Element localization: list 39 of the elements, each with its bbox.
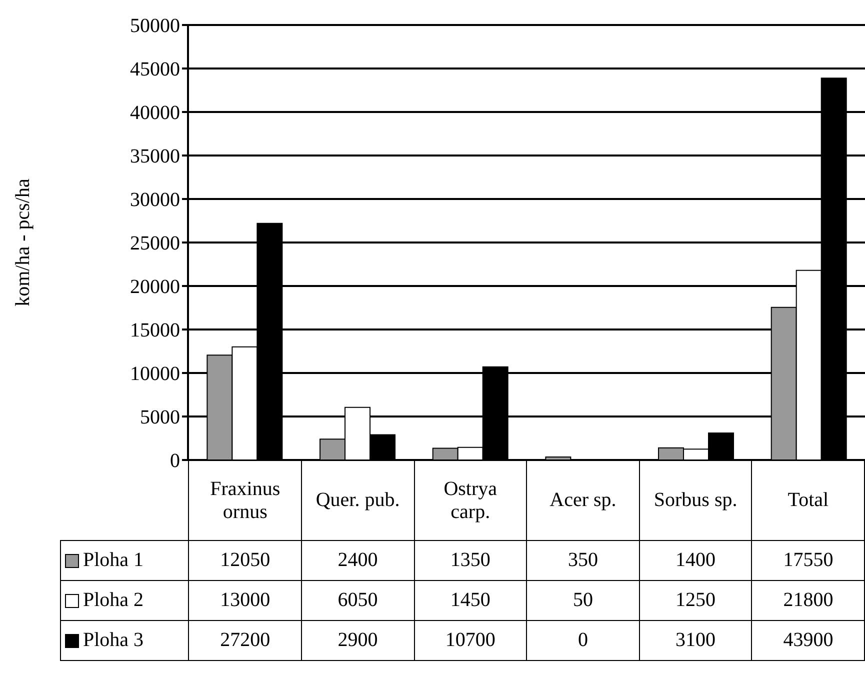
- data-label: 3100: [639, 620, 752, 660]
- y-tick-label: 20000: [130, 276, 180, 298]
- y-tick-label: 40000: [130, 102, 180, 124]
- data-label: 13000: [188, 580, 302, 620]
- y-tick-label: 25000: [130, 232, 180, 255]
- data-label: 12050: [188, 540, 302, 580]
- data-label: 17550: [752, 540, 864, 580]
- y-tick-label: 10000: [130, 363, 180, 386]
- legend-label: Ploha 2: [60, 580, 189, 620]
- data-label: 6050: [301, 580, 414, 620]
- x-tick-label: Ostrya carp.: [414, 460, 527, 540]
- data-label: 1250: [639, 580, 752, 620]
- data-label: 1400: [639, 540, 752, 580]
- y-tick-label: 5000: [140, 406, 180, 429]
- data-label: 2900: [301, 620, 414, 660]
- y-axis-title: kom/ha - pcs/ha: [12, 178, 34, 306]
- data-label: 10700: [414, 620, 527, 660]
- data-label: 50: [526, 580, 640, 620]
- data-label: 1450: [414, 580, 527, 620]
- x-tick-label: Quer. pub.: [301, 460, 414, 540]
- x-tick-label: Fraxinus ornus: [188, 460, 302, 540]
- x-tick-label: Total: [752, 460, 864, 540]
- data-label: 43900: [752, 620, 864, 660]
- y-tick-label: 50000: [130, 15, 180, 38]
- data-label: 2400: [301, 540, 414, 580]
- data-label: 350: [526, 540, 640, 580]
- data-label: 27200: [188, 620, 302, 660]
- y-tick-label: 30000: [130, 189, 180, 212]
- x-tick-label: Acer sp.: [526, 460, 640, 540]
- data-label: 21800: [752, 580, 864, 620]
- y-tick-label: 45000: [130, 58, 180, 81]
- y-tick-label: 15000: [130, 320, 180, 342]
- y-tick-label: 0: [170, 450, 180, 472]
- data-label: 1350: [414, 540, 527, 580]
- legend-label: Ploha 1: [60, 540, 189, 580]
- legend-label: Ploha 3: [60, 620, 189, 660]
- x-tick-label: Sorbus sp.: [639, 460, 752, 540]
- y-tick-label: 35000: [130, 146, 180, 168]
- data-label: 0: [526, 620, 640, 660]
